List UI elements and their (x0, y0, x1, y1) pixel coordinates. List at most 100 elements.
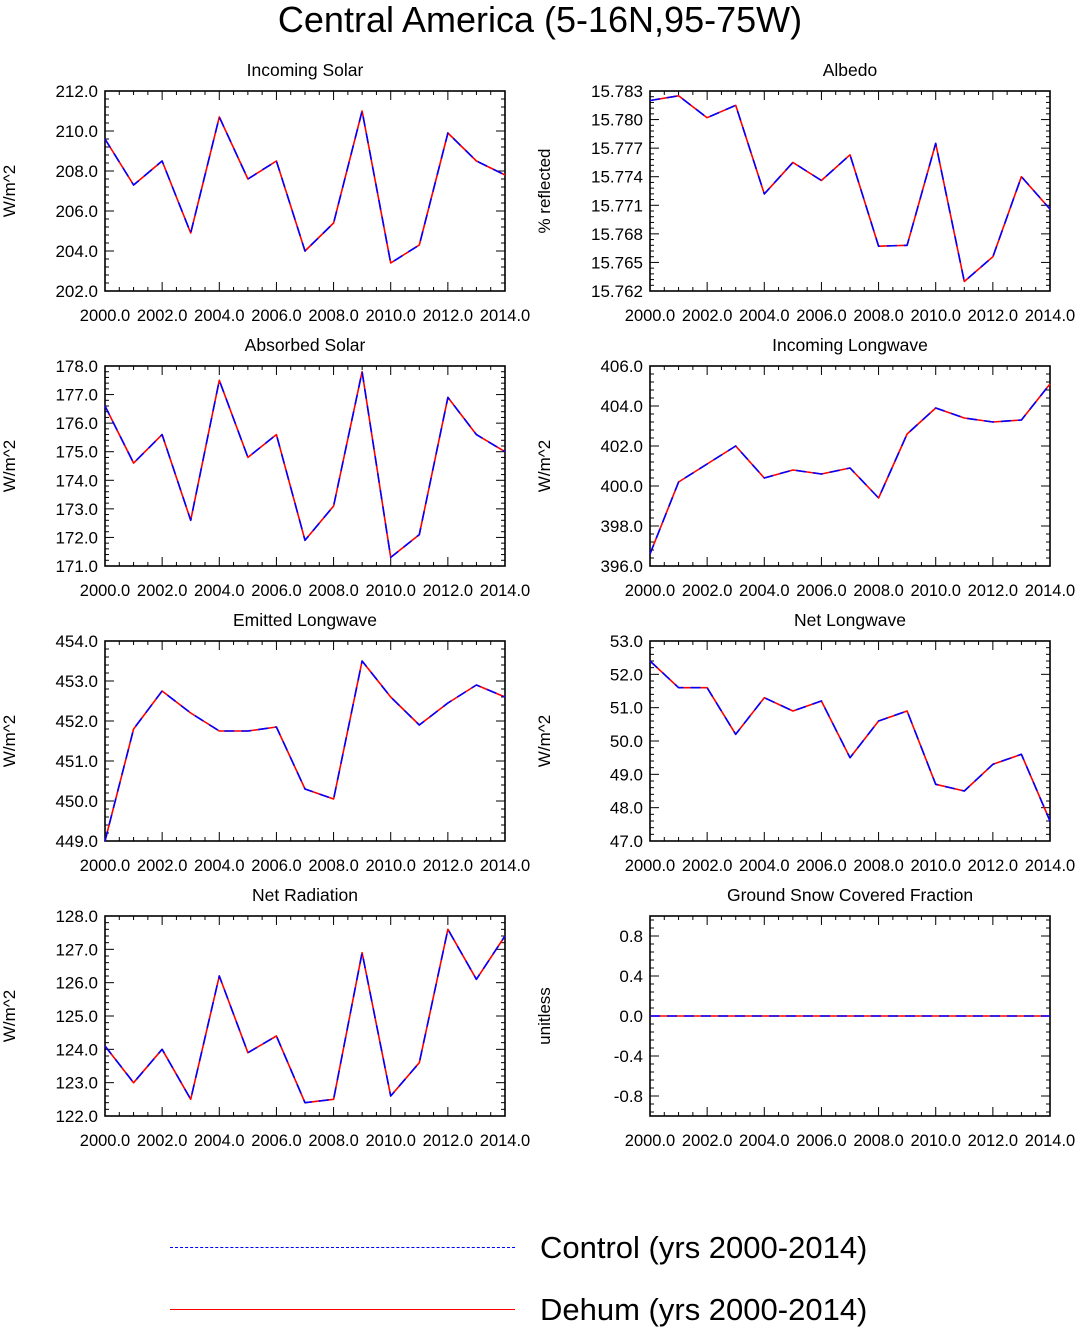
x-tick-label: 2004.0 (739, 582, 789, 600)
y-tick-label: 202.0 (55, 282, 98, 301)
series-line-dehum (104, 110, 506, 264)
y-axis-label: unitless (535, 987, 554, 1045)
series-line-control (649, 660, 1051, 822)
x-tick-label: 2006.0 (251, 582, 301, 600)
x-tick-label: 2004.0 (194, 307, 244, 325)
panel-title: Emitted Longwave (233, 610, 377, 630)
series-line-control (104, 370, 506, 559)
legend-swatch-control (170, 1247, 515, 1248)
x-tick-label: 2012.0 (423, 582, 473, 600)
x-tick-label: 2006.0 (251, 1132, 301, 1150)
y-tick-label: 125.0 (55, 1007, 98, 1026)
y-tick-label: 173.0 (55, 500, 98, 519)
panel-title: Albedo (823, 60, 878, 80)
y-tick-label: -0.4 (614, 1047, 643, 1066)
y-tick-label: 0.8 (619, 927, 643, 946)
x-tick-label: 2008.0 (308, 307, 358, 325)
y-tick-label: 454.0 (55, 632, 98, 651)
y-tick-label: 126.0 (55, 974, 98, 993)
y-axis-label: W/m^2 (0, 990, 19, 1042)
y-tick-label: 15.771 (591, 196, 643, 215)
x-tick-label: 2014.0 (480, 307, 530, 325)
y-tick-label: 172.0 (55, 528, 98, 547)
panel-title: Net Radiation (252, 885, 358, 905)
panel-title: Incoming Longwave (772, 335, 928, 355)
series-line-control (104, 110, 506, 264)
x-tick-label: 2004.0 (739, 307, 789, 325)
y-tick-label: 175.0 (55, 443, 98, 462)
y-tick-label: 15.777 (591, 139, 643, 158)
x-tick-label: 2010.0 (910, 857, 960, 875)
x-tick-label: 2006.0 (796, 1132, 846, 1150)
x-tick-label: 2010.0 (365, 582, 415, 600)
x-tick-label: 2012.0 (423, 857, 473, 875)
series-line-control (104, 660, 506, 842)
y-tick-label: 53.0 (610, 632, 643, 651)
panel-title: Incoming Solar (247, 60, 364, 80)
y-tick-label: 47.0 (610, 832, 643, 851)
y-axis-label: W/m^2 (535, 440, 554, 492)
plot-frame (649, 640, 1051, 842)
x-tick-label: 2002.0 (137, 582, 187, 600)
y-axis-label: W/m^2 (535, 715, 554, 767)
y-tick-label: 49.0 (610, 765, 643, 784)
y-tick-label: 206.0 (55, 202, 98, 221)
x-tick-label: 2012.0 (423, 307, 473, 325)
chart-panel-3: 2000.0 2002.0 2004.0 2006.0 2008.0 2010.0 2012… (0, 335, 530, 600)
y-axis-label: % reflected (535, 148, 554, 233)
legend-item-dehum: Dehum (yrs 2000-2014) (165, 1290, 925, 1330)
series-line-control (104, 928, 506, 1104)
y-tick-label: 128.0 (55, 907, 98, 926)
y-tick-label: 171.0 (55, 557, 98, 576)
x-tick-label: 2008.0 (308, 857, 358, 875)
y-tick-label: 406.0 (600, 357, 643, 376)
x-tick-label: 2014.0 (1025, 307, 1075, 325)
chart-panel-4: 2000.0 2002.0 2004.0 2006.0 2008.0 2010.0 2012… (535, 335, 1075, 600)
series-line-control (649, 383, 1051, 555)
y-tick-label: 15.768 (591, 225, 643, 244)
x-tick-label: 2010.0 (365, 857, 415, 875)
series-line-dehum (649, 95, 1051, 283)
y-tick-label: 212.0 (55, 82, 98, 101)
chart-panels: 2000.0 2002.0 2004.0 2006.0 2008.0 2010.0 2012… (0, 60, 1075, 1150)
y-tick-label: 52.0 (610, 665, 643, 684)
y-tick-label: 0.0 (619, 1007, 643, 1026)
y-tick-label: 15.780 (591, 111, 643, 130)
y-tick-label: 449.0 (55, 832, 98, 851)
x-tick-label: 2006.0 (251, 857, 301, 875)
y-tick-label: 51.0 (610, 699, 643, 718)
y-tick-label: 452.0 (55, 712, 98, 731)
y-tick-label: 404.0 (600, 397, 643, 416)
x-tick-label: 2002.0 (137, 307, 187, 325)
y-tick-label: 208.0 (55, 162, 98, 181)
x-tick-label: 2012.0 (968, 582, 1018, 600)
y-tick-label: 124.0 (55, 1040, 98, 1059)
x-tick-label: 2000.0 (80, 582, 130, 600)
series-line-dehum (104, 928, 506, 1104)
x-tick-label: 2014.0 (480, 1132, 530, 1150)
y-tick-label: -0.8 (614, 1087, 643, 1106)
y-tick-label: 210.0 (55, 122, 98, 141)
x-tick-label: 2014.0 (480, 582, 530, 600)
x-tick-label: 2006.0 (796, 582, 846, 600)
x-tick-label: 2008.0 (853, 1132, 903, 1150)
x-tick-label: 2012.0 (968, 1132, 1018, 1150)
x-tick-label: 2010.0 (365, 1132, 415, 1150)
chart-panel-5: 2000.0 2002.0 2004.0 2006.0 2008.0 2010.0 2012… (0, 610, 530, 875)
x-tick-label: 2002.0 (137, 857, 187, 875)
y-tick-label: 15.765 (591, 253, 643, 272)
y-tick-label: 127.0 (55, 940, 98, 959)
x-tick-label: 2008.0 (853, 857, 903, 875)
y-axis-label: W/m^2 (0, 165, 19, 217)
x-tick-label: 2002.0 (682, 307, 732, 325)
y-tick-label: 0.4 (619, 967, 643, 986)
y-tick-label: 178.0 (55, 357, 98, 376)
x-tick-label: 2012.0 (968, 857, 1018, 875)
x-tick-label: 2002.0 (682, 1132, 732, 1150)
x-tick-label: 2002.0 (137, 1132, 187, 1150)
y-tick-label: 174.0 (55, 471, 98, 490)
x-tick-label: 2010.0 (910, 1132, 960, 1150)
x-tick-label: 2008.0 (853, 307, 903, 325)
y-tick-label: 450.0 (55, 792, 98, 811)
x-tick-label: 2014.0 (1025, 582, 1075, 600)
